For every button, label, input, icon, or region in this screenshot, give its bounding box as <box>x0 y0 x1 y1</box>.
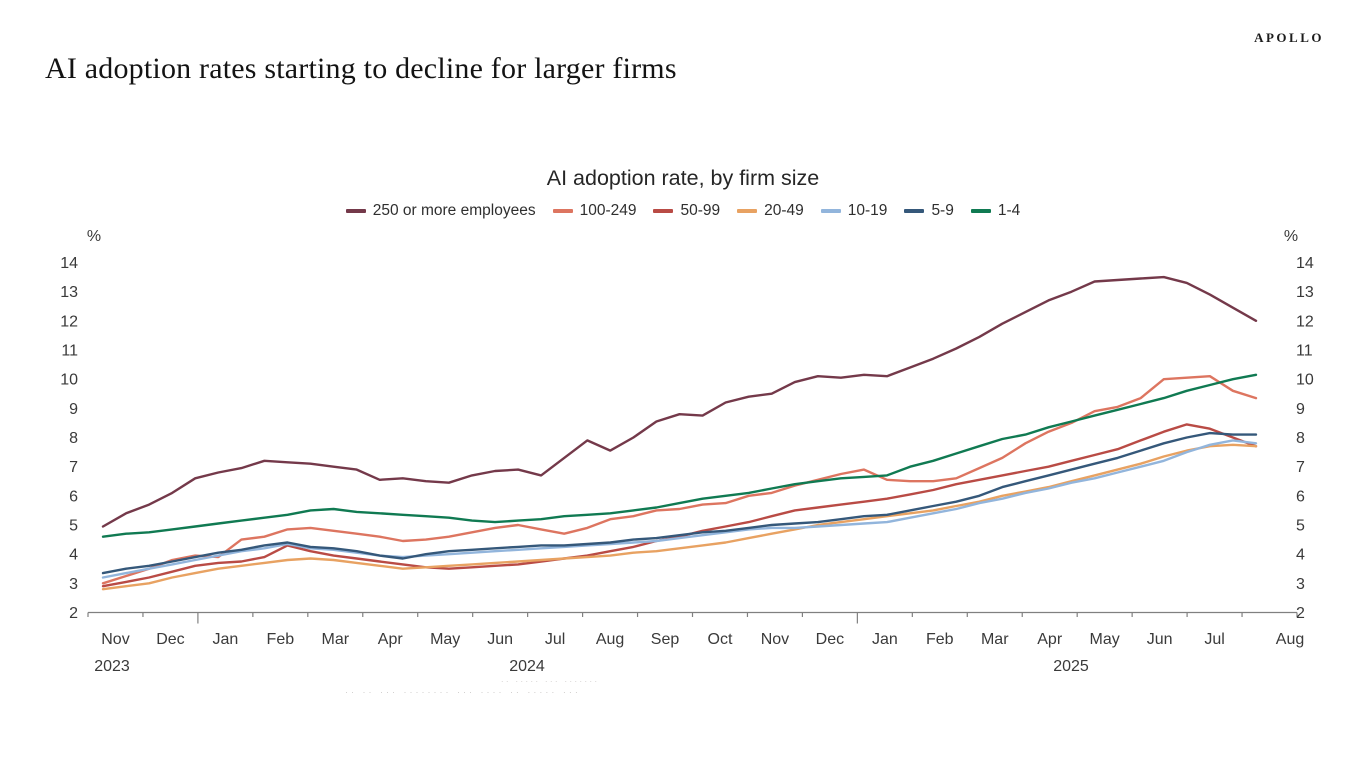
x-month-label: Feb <box>267 631 295 648</box>
chart-legend: 250 or more employees 100-249 50-99 20-49 10… <box>0 202 1366 220</box>
legend-label: 10-19 <box>847 202 888 219</box>
legend-swatch <box>552 209 573 213</box>
y-tick-label-left: 14 <box>60 255 78 272</box>
y-tick-label-right: 8 <box>1296 430 1305 447</box>
x-year-label: 2025 <box>1053 658 1089 675</box>
x-month-label: Apr <box>1037 631 1063 648</box>
percent-label-right: % <box>1284 228 1298 245</box>
y-tick-label-left: 6 <box>69 488 78 505</box>
x-month-label: Oct <box>708 631 733 648</box>
x-month-label: May <box>1090 631 1120 648</box>
page-title: AI adoption rates starting to decline fo… <box>45 52 677 85</box>
legend-label: 250 or more employees <box>372 202 536 219</box>
percent-label-left: % <box>87 228 101 245</box>
x-year-label: 2024 <box>509 658 545 675</box>
series-line <box>101 439 1258 579</box>
y-tick-label-right: 10 <box>1296 372 1314 389</box>
apollo-logo: APOLLO <box>1254 30 1324 45</box>
legend-label: 50-99 <box>680 202 721 219</box>
x-month-label: Feb <box>926 631 954 648</box>
y-tick-label-right: 12 <box>1296 313 1314 330</box>
x-month-label: Jul <box>545 631 565 648</box>
x-month-label: Jan <box>212 631 238 648</box>
y-tick-label-right: 3 <box>1296 576 1305 593</box>
x-month-label: Sep <box>651 631 680 648</box>
legend-swatch <box>345 209 366 213</box>
legend-label: 1-4 <box>997 202 1021 219</box>
series-line <box>101 373 1258 538</box>
y-tick-label-right: 6 <box>1296 488 1305 505</box>
x-month-label: Jul <box>1204 631 1224 648</box>
legend-item: 10-19 <box>820 202 888 220</box>
y-tick-label-right: 7 <box>1296 459 1305 476</box>
x-month-label: May <box>430 631 460 648</box>
y-tick-label-left: 3 <box>69 576 78 593</box>
legend-swatch <box>653 209 674 213</box>
series-line <box>101 423 1258 588</box>
y-tick-label-right: 4 <box>1296 547 1305 564</box>
legend-item: 50-99 <box>653 202 720 220</box>
x-month-label: Nov <box>761 631 789 648</box>
x-month-label: Nov <box>101 631 129 648</box>
cropped-footnote-remnant: ·· ····· ··· ······· <box>500 676 600 686</box>
x-month-label: Aug <box>1276 631 1304 648</box>
legend-label: 20-49 <box>764 202 804 219</box>
y-tick-label-left: 11 <box>61 342 78 359</box>
legend-swatch <box>737 209 758 213</box>
legend-swatch <box>970 209 991 213</box>
legend-item: 20-49 <box>737 202 804 220</box>
legend-item: 1-4 <box>970 202 1021 220</box>
y-tick-label-right: 9 <box>1296 401 1305 418</box>
series-line <box>101 275 1258 528</box>
x-month-label: Jun <box>487 631 513 648</box>
cropped-footnote-remnant: ·· ·· ··· ········ ··· ···· ·· ····· ··· <box>345 687 581 697</box>
series-line <box>101 431 1258 575</box>
y-tick-label-right: 5 <box>1296 517 1305 534</box>
series-line <box>101 443 1258 591</box>
x-month-label: Aug <box>596 631 624 648</box>
x-month-label: Jun <box>1147 631 1173 648</box>
x-month-label: Dec <box>156 631 184 648</box>
chart-title: AI adoption rate, by firm size <box>546 166 820 190</box>
y-tick-label-left: 13 <box>60 284 78 301</box>
legend-label: 100-249 <box>579 202 637 219</box>
y-tick-label-right: 14 <box>1296 255 1314 272</box>
y-tick-label-left: 9 <box>69 401 78 418</box>
x-year-label: 2023 <box>94 658 130 675</box>
x-month-label: Mar <box>322 631 350 648</box>
y-tick-label-left: 7 <box>69 459 78 476</box>
series-line <box>101 375 1258 585</box>
x-month-label: Mar <box>981 631 1009 648</box>
y-tick-label-left: 12 <box>60 313 78 330</box>
x-month-label: Dec <box>816 631 844 648</box>
y-tick-label-left: 4 <box>69 547 78 564</box>
y-tick-label-right: 2 <box>1296 605 1305 622</box>
y-tick-label-left: 10 <box>60 372 78 389</box>
legend-item: 100-249 <box>552 202 637 220</box>
legend-label: 5-9 <box>931 202 954 219</box>
legend-item: 5-9 <box>904 202 954 220</box>
legend-item: 250 or more employees <box>345 202 536 220</box>
legend-swatch <box>904 209 925 213</box>
y-tick-label-right: 11 <box>1296 342 1313 359</box>
x-month-label: Apr <box>378 631 404 648</box>
x-month-label: Jan <box>872 631 898 648</box>
y-tick-label-left: 5 <box>69 517 78 534</box>
y-tick-label-right: 13 <box>1296 284 1314 301</box>
y-tick-label-left: 8 <box>69 430 78 447</box>
y-tick-label-left: 2 <box>69 605 78 622</box>
legend-swatch <box>820 209 841 213</box>
